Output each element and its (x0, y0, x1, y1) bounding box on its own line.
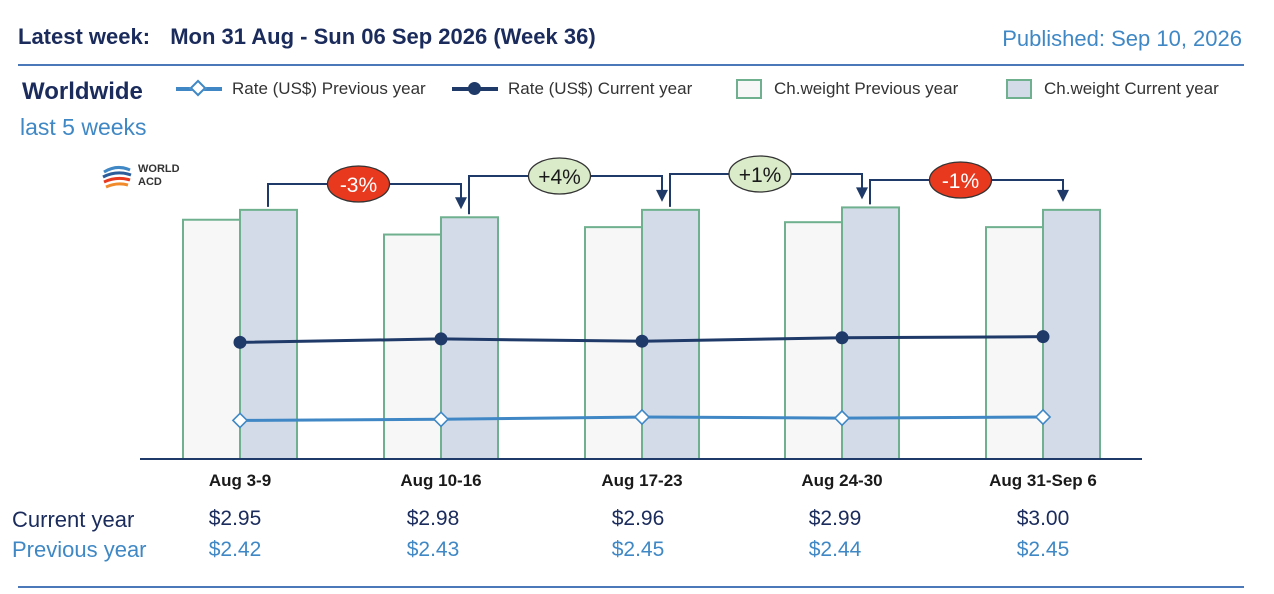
rate-previous-point (1034, 408, 1052, 426)
change-arrow-icon (455, 197, 467, 210)
legend-weight-previous: Ch.weight Previous year (736, 76, 958, 102)
region-subtitle: last 5 weeks (20, 114, 147, 140)
x-tick-label: Aug 3-9 (209, 471, 271, 490)
rate-previous-point (231, 412, 249, 429)
legend-rate-current: Rate (US$) Current year (452, 76, 692, 102)
weight-previous-bar (383, 233, 442, 460)
change-badge (928, 161, 993, 199)
rate-current-value: $2.96 (611, 507, 665, 530)
legend-rate-previous: Rate (US$) Previous year (176, 76, 426, 102)
weight-previous-bar (784, 221, 843, 460)
world-acd-logo: WORLD ACD (100, 160, 200, 194)
region-title: Worldwide (22, 78, 143, 105)
change-badge-label: +1% (739, 164, 782, 187)
x-tick-label: Aug 31-Sep 6 (989, 471, 1097, 490)
rate-previous-value: $2.45 (1016, 538, 1070, 561)
rate-previous-value: $2.44 (808, 538, 862, 561)
weight-current-bar (239, 208, 298, 460)
rate-previous-point (432, 411, 450, 428)
rate-current-value: $2.95 (208, 507, 262, 530)
weight-current-bar (1042, 208, 1101, 460)
change-arrow-icon (656, 189, 668, 202)
rate-current-point (1036, 330, 1050, 344)
logo-text-line2: ACD (138, 176, 162, 188)
rate-previous-value: $2.42 (208, 538, 262, 561)
rate-current-point (635, 334, 649, 348)
rate-current-value: $3.00 (1016, 507, 1070, 530)
logo-text-line1: WORLD (138, 163, 180, 175)
legend-weight-current: Ch.weight Current year (1006, 76, 1219, 102)
weight-current-bar (641, 208, 700, 460)
logo-text: WORLD ACD (138, 163, 180, 189)
latest-week-value: Mon 31 Aug - Sun 06 Sep 2026 (Week 36) (170, 24, 596, 49)
table-previous-label: Previous year (12, 537, 147, 562)
weight-previous-bar (985, 226, 1044, 460)
rate-previous-value: $2.43 (406, 538, 460, 561)
world-acd-logo-icon (102, 165, 132, 189)
published-date: Published: Sep 10, 2026 (1002, 26, 1242, 51)
table-current-label: Current year (12, 507, 135, 532)
rate-current-point (434, 332, 448, 346)
change-arrow-icon (856, 187, 868, 200)
x-tick-label: Aug 17-23 (601, 471, 682, 490)
rate-previous-point (833, 409, 851, 427)
change-badge (728, 155, 792, 193)
weight-previous-swatch-icon (736, 79, 762, 99)
bottom-divider (18, 586, 1244, 588)
change-badge-label: -1% (942, 170, 979, 193)
x-tick-label: Aug 10-16 (400, 471, 481, 490)
rate-current-point (233, 335, 247, 349)
line-diamond-icon (176, 76, 222, 102)
rate-current-point (835, 331, 849, 345)
latest-week-heading: Latest week: Mon 31 Aug - Sun 06 Sep 202… (18, 24, 596, 50)
rate-current-value: $2.98 (406, 507, 460, 530)
change-badge-label: +4% (538, 166, 581, 189)
weight-current-bar (841, 206, 900, 460)
legend-weight-previous-label: Ch.weight Previous year (774, 79, 959, 98)
change-arrow-icon (1057, 189, 1069, 202)
rate-previous-point (633, 408, 651, 426)
weight-previous-bar (182, 218, 241, 460)
rate-current-value: $2.99 (808, 507, 862, 530)
latest-week-label: Latest week: (18, 24, 151, 49)
rate-previous-value: $2.45 (611, 538, 665, 561)
weight-current-swatch-icon (1006, 79, 1032, 99)
legend-rate-previous-label: Rate (US$) Previous year (232, 79, 426, 98)
change-badge (527, 157, 592, 195)
change-badge (326, 165, 391, 203)
change-badge-label: -3% (340, 174, 377, 197)
line-dot-icon (452, 76, 498, 102)
top-divider (18, 64, 1244, 66)
x-tick-label: Aug 24-30 (801, 471, 882, 490)
legend-rate-current-label: Rate (US$) Current year (508, 79, 693, 98)
legend-weight-current-label: Ch.weight Current year (1044, 79, 1219, 98)
weight-previous-bar (584, 226, 643, 460)
